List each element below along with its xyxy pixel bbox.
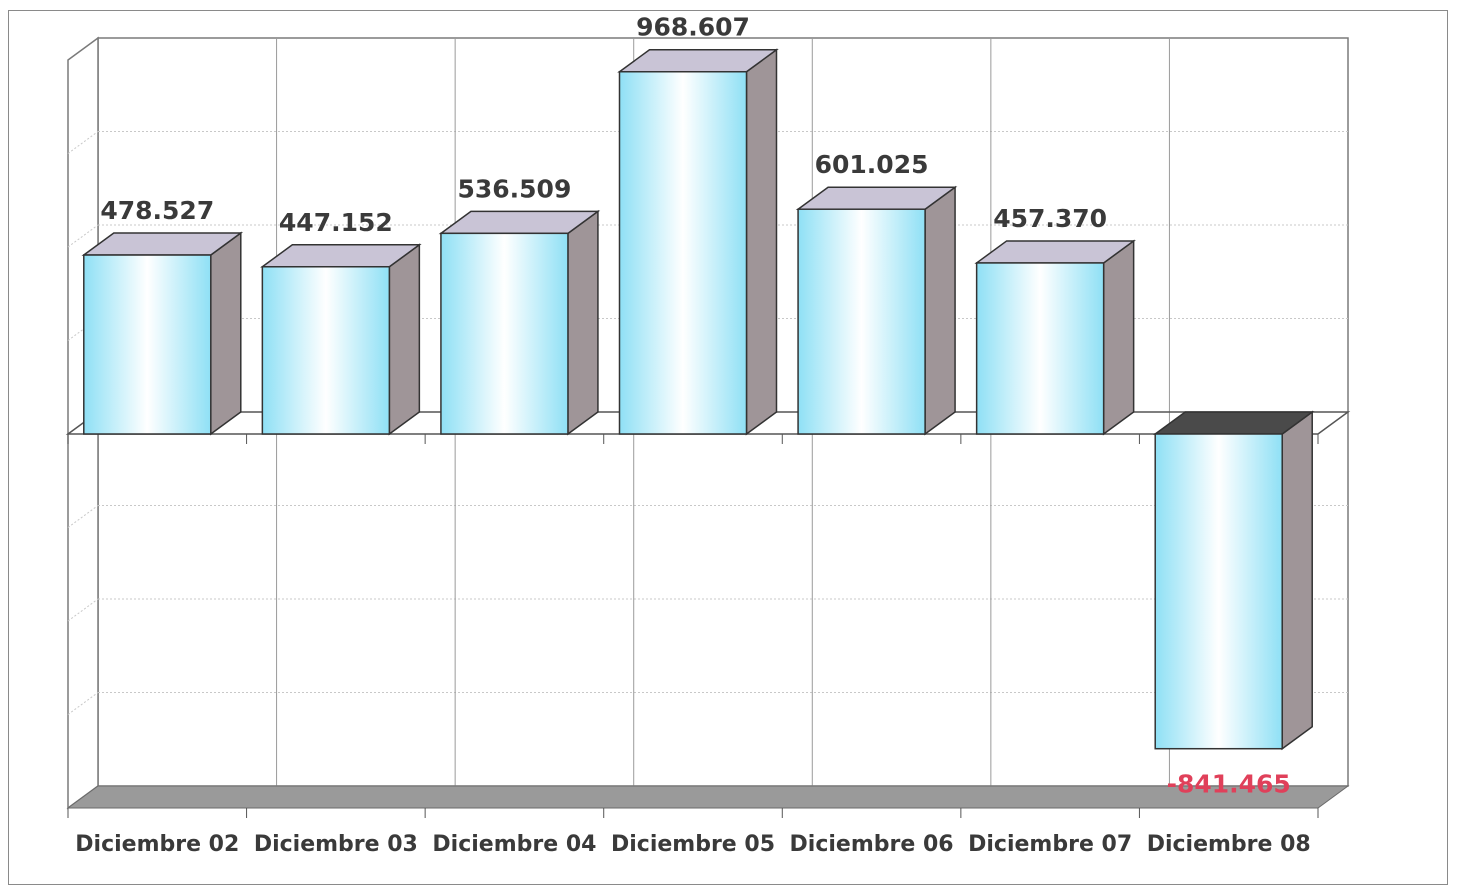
bar-side <box>745 48 778 436</box>
category-label: Diciembre 06 <box>790 832 954 857</box>
bar-front <box>261 266 391 435</box>
value-labels: 478.527 447.152 536.509 968.607 601.025 457.3… <box>100 13 1290 799</box>
bar-value-label: 536.509 <box>457 174 571 203</box>
bar-front <box>440 232 569 435</box>
bar-side <box>210 231 242 436</box>
bar <box>974 239 1136 436</box>
bar <box>1152 410 1315 751</box>
category-label: Diciembre 07 <box>968 832 1132 857</box>
bar-value-label: -841.465 <box>1167 770 1291 799</box>
bar <box>617 48 779 436</box>
bar-front <box>83 254 212 435</box>
bar-value-label: 968.607 <box>636 13 750 42</box>
bar-side <box>1102 239 1135 436</box>
category-label: Diciembre 04 <box>432 832 596 857</box>
bar-value-label: 478.527 <box>100 196 214 225</box>
bar <box>260 243 422 436</box>
category-label: Diciembre 08 <box>1147 832 1311 857</box>
bars <box>81 48 1315 751</box>
bar-front <box>797 208 926 435</box>
category-labels: Diciembre 02 Diciembre 03 Diciembre 04 Dici… <box>75 832 1310 857</box>
bar-front <box>975 262 1105 435</box>
bar-side <box>388 243 421 436</box>
bar <box>795 185 958 436</box>
bar-value-label: 447.152 <box>279 208 393 237</box>
bar-value-label: 601.025 <box>815 150 929 179</box>
floor-plane <box>66 785 1350 809</box>
bar <box>438 209 601 436</box>
bar <box>81 231 244 436</box>
bar-side <box>924 185 956 436</box>
category-label: Diciembre 05 <box>611 832 775 857</box>
bar-side <box>1281 410 1313 751</box>
bar-front <box>1154 433 1283 750</box>
bar-value-label: 457.370 <box>993 204 1107 233</box>
category-label: Diciembre 03 <box>254 832 418 857</box>
chart-floor <box>66 785 1350 818</box>
bar-front <box>618 70 748 435</box>
category-label: Diciembre 02 <box>75 832 239 857</box>
bar-side <box>567 209 599 436</box>
